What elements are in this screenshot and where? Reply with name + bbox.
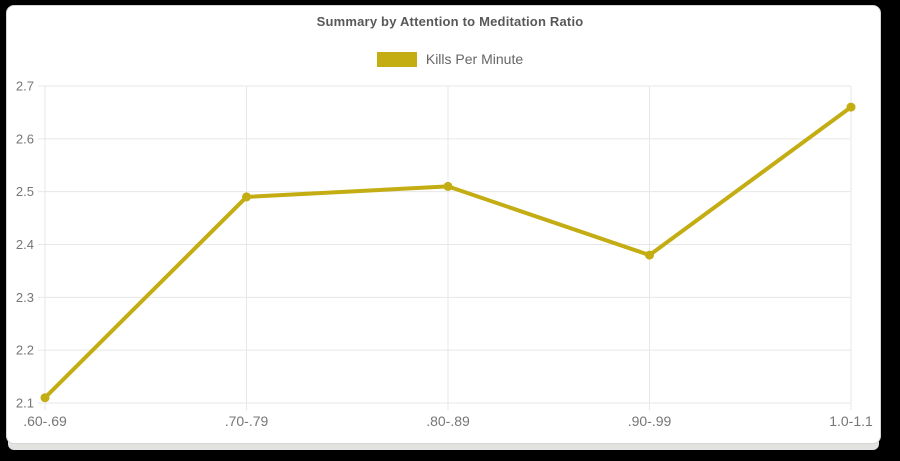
data-point (443, 181, 453, 191)
legend[interactable]: Kills Per Minute (0, 51, 900, 67)
data-point (242, 192, 251, 202)
chart-card (6, 5, 881, 444)
y-axis-tick-label: 2.5 (16, 184, 34, 199)
y-axis-tick-label: 2.1 (16, 396, 34, 411)
x-axis-tick-label: 1.0-1.1 (829, 413, 873, 429)
chart-title: Summary by Attention to Meditation Ratio (316, 14, 584, 29)
x-axis-tick-label: .80-.89 (426, 413, 470, 429)
data-point (846, 102, 856, 112)
data-point (645, 250, 654, 260)
y-axis-tick-label: 2.4 (16, 237, 34, 252)
y-axis-tick-label: 2.3 (16, 290, 34, 305)
legend-swatch-icon[interactable] (376, 51, 417, 67)
y-axis-tick-label: 2.2 (16, 343, 34, 358)
legend-label[interactable]: Kills Per Minute (425, 51, 524, 67)
x-axis-tick-label: .90-.99 (628, 413, 672, 429)
x-axis-tick-label: .70-.79 (225, 413, 269, 429)
data-point (40, 393, 50, 403)
x-axis-tick-label: .60-.69 (23, 413, 67, 429)
y-axis-tick-label: 2.7 (16, 79, 34, 94)
y-axis-tick-label: 2.6 (16, 131, 34, 146)
